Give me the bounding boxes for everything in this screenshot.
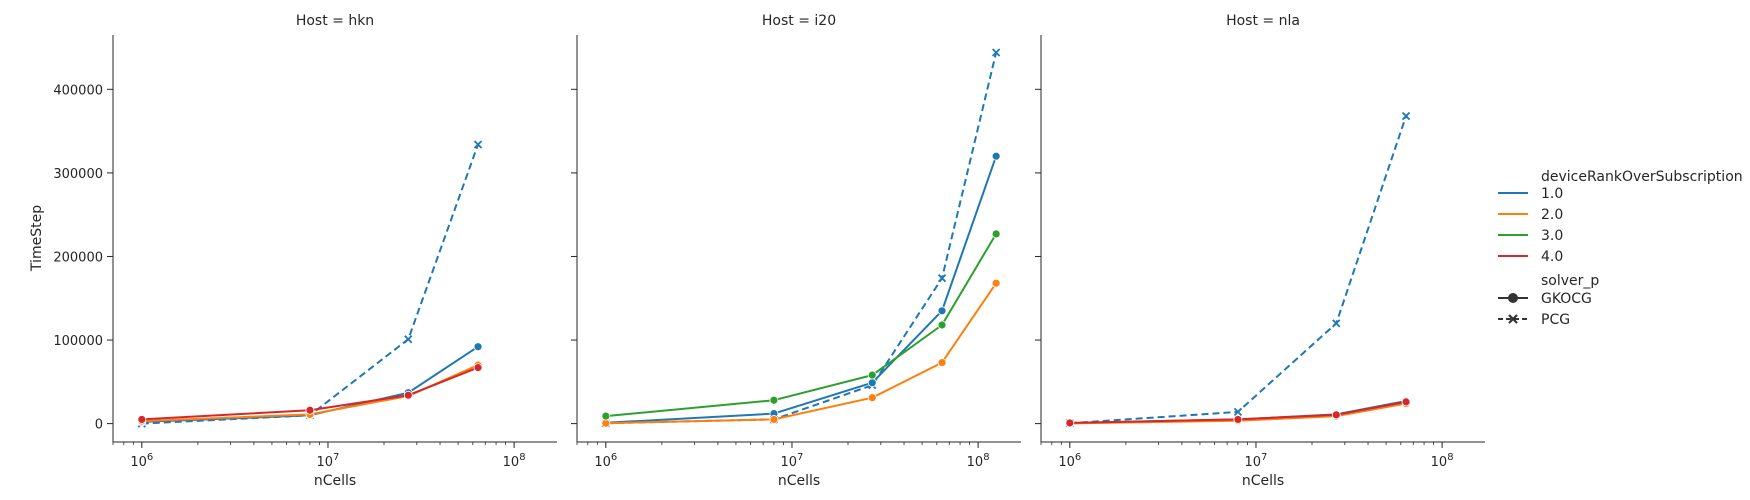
series-line-pcg-1_0: [1069, 115, 1407, 425]
legend-marker-circle: [1508, 293, 1518, 303]
data-point-marker-x: [937, 274, 947, 283]
x-tick-label: 107: [1245, 452, 1268, 470]
data-point-marker-x: [404, 335, 413, 344]
panel-2: Host = i20 106 107 108 nCells: [571, 13, 1021, 489]
data-point-marker-circle: [769, 415, 779, 424]
marker-stroke: [1233, 407, 1243, 417]
x-axis-label: nCells: [314, 473, 356, 489]
data-point-marker-circle: [867, 370, 877, 380]
data-point-marker-circle: [867, 393, 877, 403]
data-point-marker-circle: [769, 395, 779, 405]
marker-stroke: [1332, 319, 1341, 328]
x-tick-label: 108: [1431, 452, 1454, 470]
x-tick-label: 106: [594, 452, 617, 470]
legend-label-hue: 2.0: [1541, 207, 1563, 223]
legend-label-hue: 1.0: [1541, 186, 1563, 202]
data-point-marker-circle: [403, 390, 413, 400]
panel-3: Host = nla 106 107 108 nCells: [1035, 13, 1485, 489]
x-axis-label: nCells: [778, 473, 820, 489]
legend-marker-x: [1508, 314, 1518, 324]
x-tick-label: 108: [967, 452, 990, 470]
data-point-marker-x: [473, 140, 483, 149]
y-tick-label: 200000: [53, 250, 103, 265]
series-line-gkocg-1_0: [605, 155, 998, 424]
x-tick-label: 107: [317, 452, 340, 470]
y-axis-label: TimeStep: [29, 205, 45, 272]
panel-title: Host = nla: [1226, 13, 1300, 29]
panel-title: Host = i20: [762, 13, 836, 29]
data-point-marker-circle: [867, 378, 877, 388]
data-point-marker-circle: [991, 278, 1001, 288]
data-point-marker-x: [992, 48, 1001, 57]
data-point-marker-circle: [937, 306, 947, 316]
data-point-marker-circle: [991, 151, 1001, 161]
data-point-marker-circle: [1233, 415, 1243, 424]
y-tick-label: 0: [95, 418, 103, 433]
panel-title: Host = hkn: [296, 13, 374, 29]
x-tick-label: 106: [130, 452, 153, 470]
series-line-pcg-1_0: [605, 52, 998, 425]
series-line-pcg-1_0: [141, 144, 479, 425]
series-line-gkocg-4_0: [1069, 400, 1407, 424]
data-point-marker-x: [1233, 407, 1243, 417]
series-line-gkocg-3_0: [605, 233, 997, 418]
series-line-gkocg-2_0: [605, 282, 997, 425]
legend-label-hue: 3.0: [1541, 228, 1563, 244]
data-point-marker-x: [1401, 111, 1411, 121]
legend-label-style: GKOCG: [1541, 291, 1592, 307]
series-line-gkocg-4_0: [141, 366, 479, 421]
y-tick-label: 100000: [53, 334, 103, 349]
marker-stroke: [992, 48, 1001, 57]
data-point-marker-circle: [601, 411, 611, 421]
x-tick-label: 108: [503, 452, 526, 470]
data-point-marker-circle: [473, 342, 483, 352]
data-point-marker-circle: [1401, 397, 1411, 407]
x-tick-label: 106: [1058, 452, 1081, 470]
panel-1: Host = hkn 106 107 108 0 100000 200000 300000 40…: [53, 13, 557, 489]
data-point-marker-circle: [1331, 410, 1341, 420]
data-point-marker-circle: [473, 363, 483, 373]
legend-title-hue: deviceRankOverSubscription: [1541, 169, 1743, 185]
data-point-marker-circle: [1065, 418, 1075, 428]
y-tick-label: 400000: [53, 83, 103, 98]
marker-stroke: [473, 140, 483, 149]
data-point-marker-x: [1332, 319, 1341, 328]
x-tick-label: 107: [781, 452, 804, 470]
legend-title-style: solver_p: [1541, 273, 1599, 289]
marker-stroke: [937, 274, 947, 283]
legend-label-hue: 4.0: [1541, 249, 1563, 265]
legend-label-style: PCG: [1541, 312, 1570, 328]
x-axis-label: nCells: [1242, 473, 1284, 489]
marker-stroke: [404, 335, 413, 344]
marker-stroke: [1401, 111, 1411, 121]
data-point-marker-circle: [137, 415, 147, 424]
y-tick-label: 300000: [53, 167, 103, 182]
data-point-marker-circle: [305, 405, 315, 415]
data-point-marker-circle: [991, 229, 1001, 239]
data-point-marker-circle: [937, 358, 947, 368]
data-point-marker-circle: [937, 320, 947, 330]
